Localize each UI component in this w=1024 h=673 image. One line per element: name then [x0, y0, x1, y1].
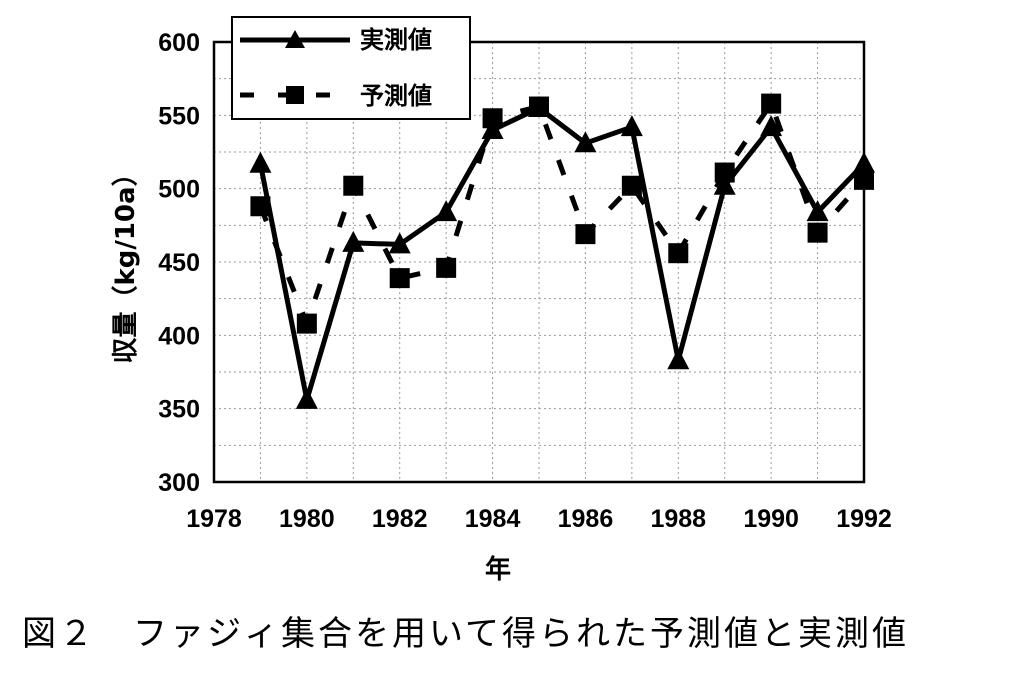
data-point-predicted [761, 93, 782, 114]
x-tick-label: 1984 [465, 505, 521, 533]
data-point-measured [713, 173, 736, 195]
legend: 実測値 予測値 [231, 16, 471, 120]
grid-lines [214, 42, 864, 482]
data-point-predicted [436, 257, 457, 278]
figure-caption: 図２ ファジィ集合を用いて得られた予測値と実測値 [22, 614, 909, 654]
y-tick-label: 550 [158, 102, 200, 130]
data-point-measured [295, 387, 318, 409]
data-point-measured [667, 348, 690, 370]
data-point-measured [388, 232, 411, 254]
data-point-predicted [854, 169, 874, 190]
data-point-predicted [389, 268, 410, 289]
y-axis-title: 収量（kg/10a） [111, 160, 141, 363]
data-point-predicted [296, 313, 317, 334]
data-point-measured [435, 200, 458, 222]
y-tick-label: 450 [158, 249, 200, 277]
data-point-measured [249, 151, 272, 173]
y-tick-label: 400 [158, 322, 200, 350]
data-point-measured [760, 115, 783, 137]
series-line-measured [257, 105, 866, 403]
data-point-measured [853, 151, 875, 173]
x-tick-label: 1980 [279, 505, 335, 533]
legend-label-predicted: 予測値 [360, 82, 432, 110]
legend-label-measured: 実測値 [360, 26, 432, 54]
x-axis-title: 年 [485, 554, 511, 585]
y-tick-label: 300 [158, 469, 200, 497]
data-point-predicted [343, 175, 364, 196]
x-tick-label: 1988 [650, 505, 706, 533]
y-tick-label: 600 [158, 29, 200, 57]
data-point-measured [620, 115, 643, 137]
y-tick-label: 500 [158, 176, 200, 204]
data-point-measured [574, 131, 597, 153]
data-point-predicted [621, 175, 642, 196]
y-tick-label: 350 [158, 396, 200, 424]
legend-box [231, 16, 471, 120]
series-line-predicted [258, 101, 866, 327]
series-layer [249, 93, 875, 409]
x-tick-label: 1990 [743, 505, 799, 533]
data-point-predicted [575, 224, 596, 245]
data-point-measured [806, 200, 829, 222]
x-tick-label: 1992 [836, 505, 892, 533]
x-tick-label: 1978 [186, 505, 242, 533]
tick-labels: 300 350 400 450 500 550 600 1978 1980 1982 1984 198… [158, 29, 892, 533]
data-point-measured [481, 118, 504, 139]
data-point-predicted [668, 243, 689, 264]
x-tick-label: 1986 [558, 505, 614, 533]
x-tick-label: 1982 [372, 505, 428, 533]
legend-marker-measured [285, 30, 305, 48]
plot-area-frame [212, 40, 866, 484]
data-point-measured [342, 230, 365, 252]
data-point-measured [528, 96, 550, 117]
legend-marker-predicted [286, 86, 304, 104]
data-point-predicted [807, 222, 828, 243]
